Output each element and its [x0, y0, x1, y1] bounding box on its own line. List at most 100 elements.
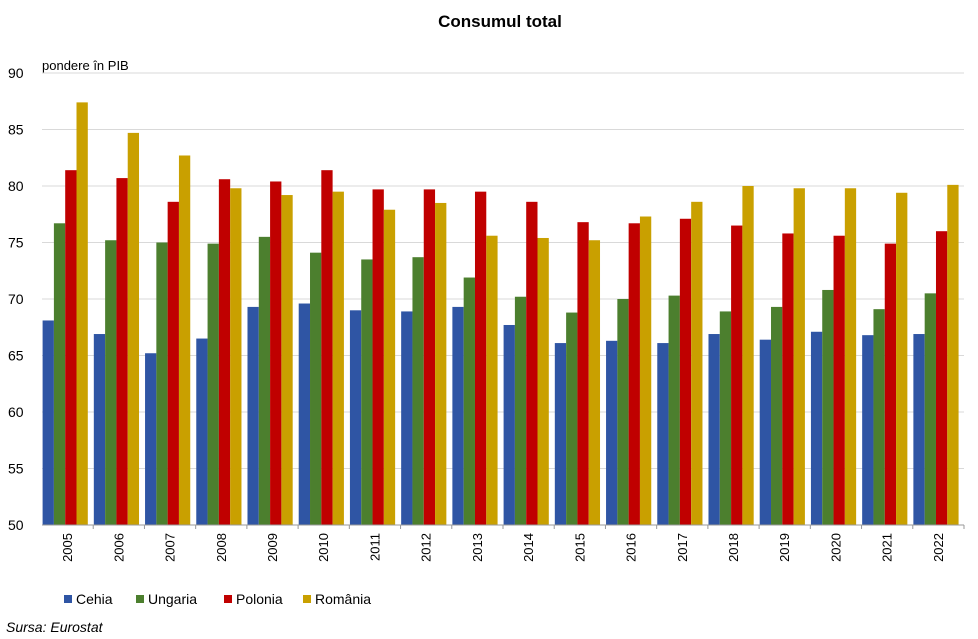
legend-label: Ungaria — [148, 591, 197, 607]
x-tick-label: 2022 — [931, 533, 946, 562]
bar-cehia-2012 — [401, 311, 413, 525]
bar-romnia-2006 — [127, 132, 140, 525]
y-tick-label: 55 — [8, 461, 24, 477]
bar-polonia-2016 — [628, 223, 640, 526]
bar-polonia-2010 — [321, 170, 333, 525]
bar-cehia-2007 — [145, 353, 157, 525]
bar-ungaria-2022 — [924, 293, 936, 525]
legend-swatch — [136, 595, 144, 603]
x-tick-label: 2013 — [470, 533, 485, 562]
bar-ungaria-2013 — [463, 277, 475, 525]
bar-cehia-2015 — [554, 343, 567, 525]
y-tick-label: 90 — [8, 65, 24, 81]
bar-romnia-2020 — [844, 188, 857, 525]
x-tick-label: 2018 — [726, 533, 741, 562]
bar-polonia-2020 — [833, 235, 845, 525]
y-tick-label: 60 — [8, 404, 24, 420]
bars — [42, 102, 959, 526]
bar-polonia-2011 — [372, 189, 384, 525]
legend-swatch — [224, 595, 232, 603]
x-tick-label: 2011 — [367, 533, 382, 561]
x-tick-label: 2012 — [419, 533, 434, 562]
bar-ungaria-2016 — [617, 299, 629, 525]
y-tick-label: 65 — [8, 348, 24, 364]
bar-polonia-2009 — [270, 181, 282, 526]
y-tick-label: 50 — [8, 517, 24, 533]
bar-cehia-2020 — [810, 331, 823, 525]
legend-label: România — [315, 591, 371, 607]
bar-polonia-2012 — [423, 189, 436, 525]
x-tick-label: 2009 — [265, 533, 280, 562]
bar-cehia-2013 — [452, 306, 464, 525]
bar-polonia-2019 — [782, 233, 794, 525]
bar-cehia-2010 — [298, 303, 311, 525]
x-tick-label: 2005 — [60, 533, 75, 562]
bar-cehia-2009 — [247, 306, 259, 525]
x-tick-label: 2017 — [675, 533, 690, 562]
bar-polonia-2006 — [116, 178, 128, 525]
bar-polonia-2007 — [167, 201, 179, 525]
x-axis-ticks: 2005 2006 2007 2008 2009 2010 2011 2012 2013 2014… — [60, 525, 965, 562]
y-axis-label: pondere în PIB — [42, 58, 129, 73]
x-tick-label: 2014 — [521, 533, 536, 562]
bar-cehia-2017 — [657, 343, 669, 525]
bar-romnia-2005 — [76, 102, 88, 525]
bar-cehia-2021 — [862, 335, 874, 525]
source-note: Sursa: Eurostat — [6, 619, 103, 635]
x-tick-label: 2021 — [880, 533, 895, 562]
bar-romnia-2011 — [383, 209, 396, 526]
bar-ungaria-2010 — [310, 252, 322, 526]
bar-polonia-2021 — [884, 243, 897, 525]
bar-ungaria-2005 — [53, 223, 66, 526]
bar-romnia-2015 — [588, 240, 601, 526]
bar-romnia-2014 — [537, 237, 549, 526]
bar-cehia-2011 — [349, 310, 362, 525]
bar-ungaria-2012 — [412, 257, 424, 525]
bar-ungaria-2008 — [207, 243, 219, 525]
bar-ungaria-2020 — [822, 289, 834, 525]
bar-romnia-2010 — [332, 191, 344, 525]
bar-cehia-2016 — [606, 340, 618, 525]
y-tick-label: 75 — [8, 235, 24, 251]
y-tick-label: 70 — [8, 291, 24, 307]
legend-label: Polonia — [236, 591, 283, 607]
legend: Cehia Ungaria Polonia România — [64, 591, 371, 607]
bar-ungaria-2017 — [668, 295, 680, 525]
bar-polonia-2005 — [65, 170, 77, 525]
y-tick-label: 85 — [8, 122, 24, 138]
bar-ungaria-2018 — [719, 311, 732, 525]
legend-label: Cehia — [76, 591, 113, 607]
gridlines — [42, 72, 964, 469]
bar-ungaria-2009 — [258, 236, 271, 525]
bar-ungaria-2019 — [771, 306, 783, 525]
bar-romnia-2013 — [486, 235, 498, 525]
bar-cehia-2008 — [196, 338, 208, 525]
bar-romnia-2008 — [230, 188, 242, 525]
bar-cehia-2005 — [42, 320, 54, 525]
bar-cehia-2006 — [93, 334, 106, 525]
bar-polonia-2013 — [474, 191, 487, 525]
bar-cehia-2022 — [913, 334, 925, 525]
y-axis-ticks: 50 55 60 65 70 75 80 85 90 — [8, 65, 24, 533]
bar-romnia-2017 — [691, 201, 703, 525]
bar-romnia-2007 — [178, 155, 191, 526]
legend-swatch — [64, 595, 72, 603]
bar-romnia-2019 — [793, 188, 805, 525]
bar-cehia-2019 — [759, 339, 772, 525]
bar-polonia-2015 — [577, 222, 589, 525]
bar-romnia-2016 — [639, 216, 652, 525]
bar-ungaria-2006 — [105, 240, 117, 526]
bar-cehia-2014 — [503, 324, 515, 525]
bar-romnia-2012 — [435, 202, 447, 525]
bar-ungaria-2011 — [361, 259, 373, 525]
bar-polonia-2017 — [679, 218, 692, 525]
x-tick-label: 2016 — [624, 533, 639, 562]
bar-polonia-2018 — [731, 225, 743, 526]
bar-polonia-2022 — [935, 231, 948, 525]
x-tick-label: 2006 — [111, 533, 126, 562]
legend-swatch — [303, 595, 311, 603]
bar-ungaria-2007 — [156, 242, 168, 525]
x-tick-label: 2019 — [777, 533, 792, 562]
bar-polonia-2008 — [218, 179, 231, 525]
